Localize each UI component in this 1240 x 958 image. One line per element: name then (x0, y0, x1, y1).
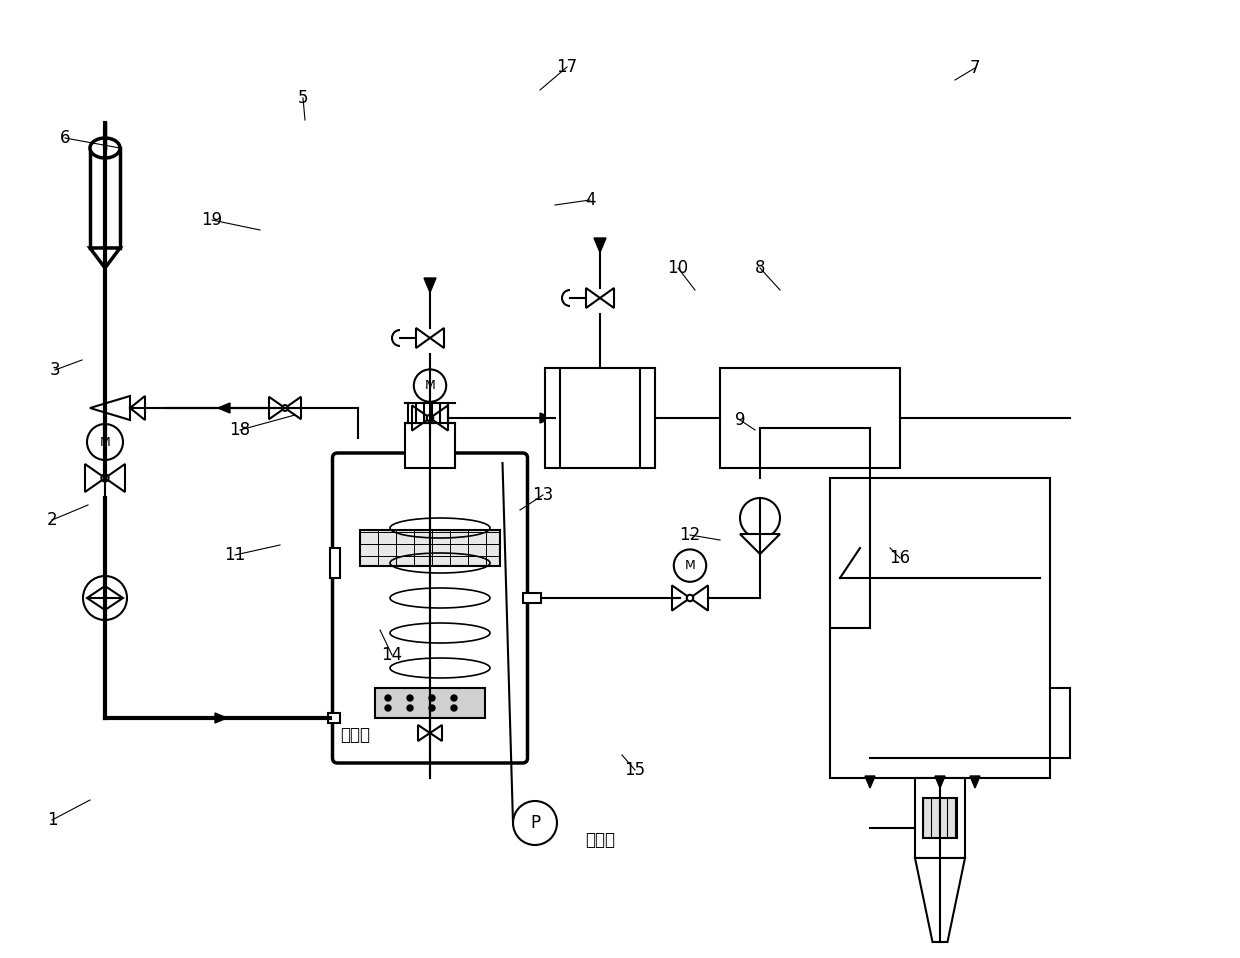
Text: 粗产品: 粗产品 (340, 726, 370, 744)
Circle shape (87, 424, 123, 460)
Text: 9: 9 (735, 411, 745, 429)
Text: 15: 15 (625, 761, 646, 779)
Circle shape (283, 405, 288, 411)
Text: M: M (424, 379, 435, 392)
Bar (923, 798, 957, 838)
Circle shape (451, 705, 458, 711)
Polygon shape (218, 403, 229, 413)
Text: 4: 4 (585, 191, 595, 209)
Polygon shape (424, 278, 436, 292)
Text: 16: 16 (889, 549, 910, 567)
Polygon shape (412, 405, 430, 430)
Text: 5: 5 (298, 89, 309, 107)
Text: 17: 17 (557, 58, 578, 76)
Text: 10: 10 (667, 259, 688, 277)
Polygon shape (415, 328, 430, 348)
Bar (915, 778, 965, 858)
Polygon shape (689, 585, 708, 610)
Text: 1: 1 (47, 811, 57, 829)
Ellipse shape (91, 138, 120, 158)
Polygon shape (215, 713, 227, 723)
Text: 14: 14 (382, 646, 403, 664)
Circle shape (384, 695, 391, 701)
Text: 8: 8 (755, 259, 765, 277)
Polygon shape (539, 413, 552, 423)
Circle shape (407, 705, 413, 711)
Text: M: M (99, 436, 110, 448)
Bar (720, 368, 900, 468)
Bar (327, 713, 340, 723)
Text: 13: 13 (532, 486, 553, 504)
Polygon shape (269, 397, 285, 420)
Polygon shape (672, 585, 689, 610)
Polygon shape (594, 238, 606, 252)
Text: 7: 7 (970, 59, 981, 77)
Polygon shape (587, 288, 600, 308)
Text: 18: 18 (229, 421, 250, 439)
Polygon shape (915, 858, 965, 942)
Text: 19: 19 (201, 211, 222, 229)
Bar (374, 688, 485, 718)
Text: 6: 6 (60, 129, 71, 147)
Polygon shape (418, 725, 430, 741)
Polygon shape (430, 328, 444, 348)
Bar (830, 478, 1050, 778)
Polygon shape (86, 464, 105, 492)
Circle shape (427, 415, 433, 422)
Circle shape (673, 549, 707, 582)
Bar (91, 148, 120, 248)
Text: 11: 11 (224, 546, 246, 564)
Polygon shape (430, 405, 448, 430)
Circle shape (687, 595, 693, 602)
Circle shape (429, 705, 435, 711)
Polygon shape (430, 725, 441, 741)
Circle shape (740, 498, 780, 538)
Circle shape (102, 474, 109, 482)
Bar (405, 423, 455, 468)
Polygon shape (600, 288, 614, 308)
Bar (360, 530, 500, 566)
Polygon shape (866, 776, 875, 788)
Circle shape (451, 695, 458, 701)
Text: M: M (684, 559, 696, 572)
Polygon shape (285, 397, 301, 420)
Bar (522, 593, 541, 603)
FancyBboxPatch shape (332, 453, 527, 763)
Polygon shape (935, 776, 945, 788)
Circle shape (429, 695, 435, 701)
Polygon shape (970, 776, 980, 788)
Circle shape (414, 370, 446, 401)
Polygon shape (87, 586, 123, 610)
Polygon shape (105, 464, 125, 492)
Text: 粗产品: 粗产品 (585, 831, 615, 849)
Polygon shape (91, 248, 120, 268)
Circle shape (513, 801, 557, 845)
Circle shape (83, 576, 126, 620)
Circle shape (407, 695, 413, 701)
Bar (330, 548, 340, 578)
Text: 2: 2 (47, 511, 57, 529)
Circle shape (384, 705, 391, 711)
Text: 12: 12 (680, 526, 701, 544)
Text: P: P (529, 814, 541, 832)
Text: 3: 3 (50, 361, 61, 379)
Bar (546, 368, 655, 468)
Polygon shape (740, 534, 780, 554)
